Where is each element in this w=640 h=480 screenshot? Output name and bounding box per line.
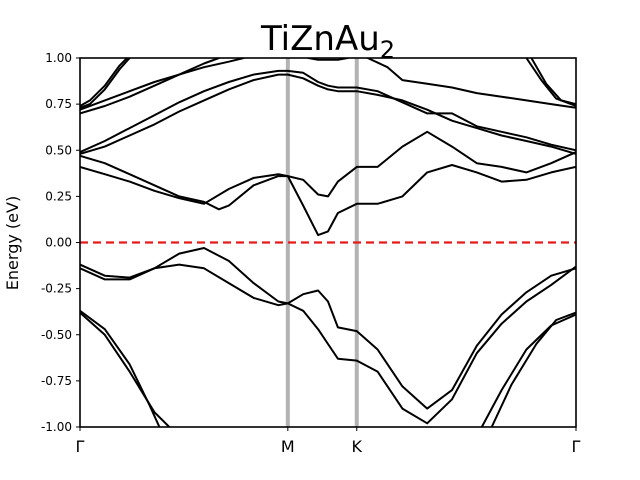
y-tick-label-7: -0.75 bbox=[41, 374, 72, 388]
y-tick-label-8: -1.00 bbox=[41, 420, 72, 434]
y-tick-label-5: -0.25 bbox=[41, 282, 72, 296]
band-line-1 bbox=[80, 309, 161, 427]
band-line-13 bbox=[80, 58, 129, 107]
band-line-7 bbox=[80, 130, 576, 211]
kpoint-label-1: M bbox=[281, 437, 295, 456]
y-tick-label-1: 0.75 bbox=[45, 97, 72, 111]
band-line-16 bbox=[530, 58, 576, 106]
band-line-8 bbox=[80, 73, 576, 155]
band-line-5 bbox=[490, 311, 576, 427]
band-line-10 bbox=[80, 58, 220, 115]
y-tick-label-0: 1.00 bbox=[45, 51, 72, 65]
band-line-17 bbox=[525, 58, 576, 107]
band-line-6 bbox=[80, 164, 576, 237]
y-axis-label: Energy (eV) bbox=[3, 196, 22, 290]
kpoint-label-3: Γ bbox=[572, 437, 581, 456]
kpoint-label-0: Γ bbox=[76, 437, 85, 456]
bands-group bbox=[80, 58, 576, 427]
band-line-15 bbox=[307, 58, 349, 61]
y-tick-label-2: 0.50 bbox=[45, 143, 72, 157]
band-line-2 bbox=[80, 247, 576, 410]
band-line-12 bbox=[80, 58, 131, 109]
y-tick-label-3: 0.25 bbox=[45, 189, 72, 203]
y-tick-label-6: -0.50 bbox=[41, 328, 72, 342]
kpoint-label-2: K bbox=[352, 437, 363, 456]
chart-title: TiZnAu2 bbox=[260, 19, 395, 64]
band-line-11 bbox=[80, 58, 245, 111]
band-line-14 bbox=[366, 58, 576, 109]
band-line-0 bbox=[80, 311, 171, 427]
band-line-4 bbox=[480, 313, 576, 427]
band-line-9 bbox=[80, 69, 576, 154]
y-tick-label-4: 0.00 bbox=[45, 236, 72, 250]
band-line-3 bbox=[80, 263, 576, 425]
